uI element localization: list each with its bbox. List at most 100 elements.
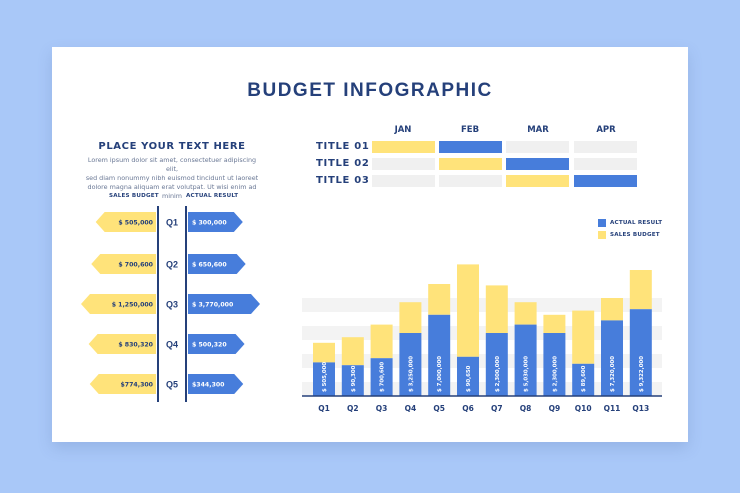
x-tick-label: Q2 xyxy=(347,404,359,413)
legend-sales-budget: SALES BUDGET xyxy=(610,232,660,238)
grid-cell xyxy=(506,158,569,170)
sales-budget-bar xyxy=(514,302,537,325)
month-apr: APR xyxy=(596,125,616,135)
bar-value-label: $ 89,600 xyxy=(581,365,587,392)
bar-value-label: $ 2,300,000 xyxy=(495,356,501,392)
grid-cell xyxy=(439,175,502,187)
sales-budget-value: $ 1,250,000 xyxy=(112,301,154,308)
bar-value-label: $ 90,650 xyxy=(466,365,472,392)
grid-cell xyxy=(574,175,637,187)
actual-result-value: $ 3,770,000 xyxy=(192,301,234,308)
actual-result-bar xyxy=(428,314,451,396)
grid-cell xyxy=(372,158,435,170)
row-title-01: TITLE 01 xyxy=(316,141,370,152)
sales-budget-value: $ 505,000 xyxy=(118,219,153,226)
actual-result-value: $344,300 xyxy=(192,381,225,388)
actual-result-bar xyxy=(341,365,364,396)
sales-budget-bar xyxy=(88,334,156,354)
grid-cell xyxy=(439,141,502,153)
x-tick-label: Q11 xyxy=(604,404,621,413)
quarter-label: Q5 xyxy=(166,380,178,390)
grid-cell xyxy=(439,158,502,170)
actual-result-value: $ 300,000 xyxy=(192,219,227,226)
sales-budget-label: SALES BUDGET xyxy=(109,193,159,199)
bar-value-label: $ 2,300,000 xyxy=(552,356,558,392)
actual-result-bar xyxy=(188,294,260,314)
actual-result-bar xyxy=(188,334,245,354)
sales-budget-bar xyxy=(370,324,393,359)
quarter-label: Q2 xyxy=(166,260,178,270)
sales-budget-bar xyxy=(543,314,566,333)
legend-swatch-sales xyxy=(598,231,606,239)
legend-swatch-actual xyxy=(598,219,606,227)
sales-budget-bar xyxy=(457,264,479,357)
quarter-label: Q1 xyxy=(166,218,178,228)
sales-budget-bar xyxy=(91,254,156,274)
actual-result-value: $ 650,600 xyxy=(192,261,227,268)
grid-cell xyxy=(506,175,569,187)
x-tick-label: Q5 xyxy=(433,404,445,413)
x-tick-label: Q9 xyxy=(549,404,561,413)
actual-result-bar xyxy=(399,333,422,396)
sales-budget-bar xyxy=(428,284,451,315)
grid-cell xyxy=(372,175,435,187)
actual-result-bar xyxy=(572,363,595,396)
x-tick-label: Q6 xyxy=(462,404,474,413)
sales-budget-bar xyxy=(341,337,364,366)
bar-value-label: $ 505,000 xyxy=(322,362,328,392)
x-tick-label: Q13 xyxy=(632,404,649,413)
actual-result-bar xyxy=(543,333,566,396)
actual-result-bar xyxy=(370,358,393,396)
left-panel-heading: PLACE YOUR TEXT HERE xyxy=(98,141,246,152)
body-line: dolore magna aliquam erat volutpat. Ut w… xyxy=(87,183,257,200)
actual-result-bar xyxy=(629,309,652,396)
actual-result-bar xyxy=(457,356,479,396)
month-mar: MAR xyxy=(527,125,549,135)
sales-budget-bar xyxy=(313,342,335,363)
grid-cell xyxy=(372,141,435,153)
sales-budget-bar xyxy=(572,310,595,364)
grid-cell xyxy=(574,158,637,170)
x-tick-label: Q1 xyxy=(318,404,330,413)
x-tick-label: Q8 xyxy=(520,404,532,413)
bar-value-label: $ 90,300 xyxy=(351,365,357,392)
legend-actual-result: ACTUAL RESULT xyxy=(610,220,663,226)
sales-budget-value: $774,300 xyxy=(121,381,154,388)
sales-budget-bar xyxy=(629,270,652,310)
grid-cell xyxy=(574,141,637,153)
sales-budget-bar xyxy=(89,374,156,394)
x-tick-label: Q3 xyxy=(376,404,388,413)
bar-value-label: $ 9,322,000 xyxy=(639,356,645,392)
page-title: BUDGET INFOGRAPHIC xyxy=(247,80,493,101)
actual-result-bar xyxy=(514,324,537,396)
actual-result-value: $ 500,320 xyxy=(192,341,227,348)
sales-budget-bar xyxy=(95,212,156,232)
month-feb: FEB xyxy=(460,125,480,135)
grid-band xyxy=(302,298,662,312)
actual-result-bar xyxy=(601,320,623,396)
sales-budget-bar xyxy=(485,285,508,333)
body-line: sed diam nonummy nibh euismod tincidunt … xyxy=(85,174,259,182)
sales-budget-value: $ 700,600 xyxy=(118,261,153,268)
x-tick-label: Q10 xyxy=(575,404,592,413)
x-tick-label: Q7 xyxy=(491,404,503,413)
sales-budget-bar xyxy=(399,302,422,333)
grid-cell xyxy=(506,141,569,153)
bar-value-label: $ 5,030,000 xyxy=(524,356,530,392)
quarter-label: Q4 xyxy=(166,340,178,350)
body-line: Lorem ipsum dolor sit amet, consectetuer… xyxy=(87,156,257,173)
bar-value-label: $ 3,250,000 xyxy=(408,356,414,392)
x-tick-label: Q4 xyxy=(405,404,417,413)
bar-value-label: $ 7,000,000 xyxy=(437,356,443,392)
sales-budget-value: $ 830,320 xyxy=(118,341,153,348)
quarter-label: Q3 xyxy=(166,300,178,310)
actual-result-bar xyxy=(188,254,246,274)
bar-value-label: $ 7,320,000 xyxy=(610,356,616,392)
row-title-02: TITLE 02 xyxy=(316,158,370,169)
row-title-03: TITLE 03 xyxy=(316,175,370,186)
actual-result-bar xyxy=(485,333,508,396)
actual-result-bar xyxy=(188,212,243,232)
